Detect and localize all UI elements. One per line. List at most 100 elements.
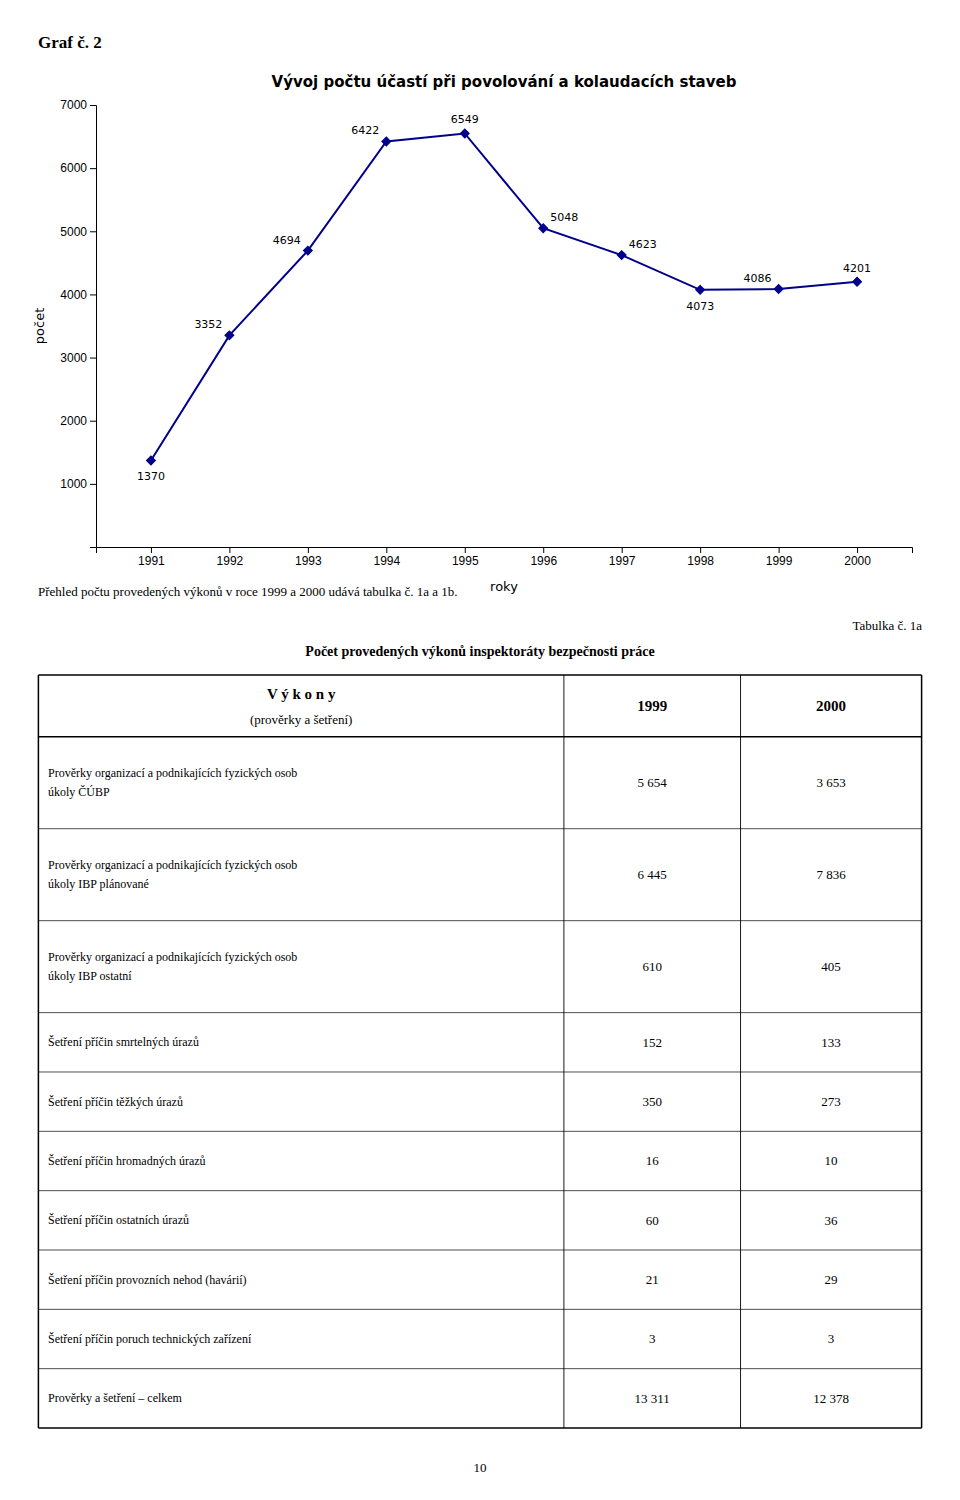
table-cell: 133 (821, 1035, 841, 1050)
x-tick: 1999 (766, 547, 793, 568)
table-border (38, 1427, 921, 1429)
table-cell: 405 (821, 959, 841, 974)
table-title: Počet provedených výkonů inspektoráty be… (305, 644, 654, 659)
point (617, 251, 626, 260)
data-label: 6422 (351, 124, 379, 137)
x-tick: 1994 (373, 547, 400, 568)
y-tick-mark (90, 231, 96, 232)
x-tick-mark (543, 547, 544, 553)
x-axis-line (97, 548, 913, 554)
table-row-label: Šetření příčin provozních nehod (havárií… (48, 1273, 247, 1287)
x-tick-mark (229, 547, 230, 553)
x-tick-mark (779, 547, 780, 553)
point (460, 129, 469, 138)
data-labels: 1370335246946422654950484623407340864201 (137, 113, 871, 483)
table-cell: 13 311 (635, 1391, 670, 1406)
x-tick-label: 1998 (687, 554, 714, 568)
chart: Vývoj počtu účastí při povolování a kola… (32, 73, 913, 594)
y-axis-line (90, 106, 97, 548)
data-label: 6549 (451, 113, 479, 126)
table-header: 1999 (637, 698, 667, 714)
y-tick: 7000 (60, 98, 96, 112)
table-cell: 273 (821, 1094, 841, 1109)
y-tick-mark (90, 421, 96, 422)
data-label: 4201 (843, 262, 871, 275)
data-label: 3352 (194, 318, 222, 331)
table-row-divider (38, 828, 921, 829)
table-row-divider (38, 1012, 921, 1013)
line (151, 133, 857, 460)
paragraph: Přehled počtu provedených výkonů v roce … (38, 584, 458, 599)
y-axis-title: počet (32, 308, 47, 344)
y-tick-mark (90, 294, 96, 295)
y-tick-label: 1000 (60, 477, 87, 491)
chart-title: Vývoj počtu účastí při povolování a kola… (272, 73, 737, 91)
x-tick: 1995 (452, 547, 479, 568)
y-axis: 1000200030004000500060007000 (60, 98, 96, 547)
table-cell: 5 654 (638, 775, 668, 790)
table-cell: 29 (825, 1272, 838, 1287)
x-tick: 1991 (138, 547, 165, 568)
table-cell: 3 653 (816, 775, 845, 790)
y-tick-mark (90, 168, 96, 169)
table-row-label: úkoly ČÚBP (48, 785, 110, 799)
x-tick: 1998 (687, 547, 714, 568)
point (382, 137, 391, 146)
point (774, 285, 783, 294)
table-header-subtitle: (prověrky a šetření) (250, 712, 353, 727)
table-cell: 21 (646, 1272, 659, 1287)
table-cell: 10 (825, 1153, 838, 1168)
page-number: 10 (474, 1460, 487, 1475)
table-cell: 610 (642, 959, 662, 974)
x-tick-label: 1996 (530, 554, 557, 568)
x-tick-mark (857, 547, 858, 553)
x-tick-mark (151, 547, 152, 553)
x-tick-mark (386, 547, 387, 553)
y-tick: 5000 (60, 225, 96, 239)
x-tick: 1993 (295, 547, 322, 568)
table-cell: 6 445 (638, 867, 667, 882)
y-tick-mark (90, 105, 96, 106)
x-tick-label: 2000 (844, 554, 871, 568)
table-row-label: Šetření příčin těžkých úrazů (48, 1095, 183, 1109)
point (303, 246, 312, 255)
point (539, 224, 548, 233)
table-row-label: Prověrky organizací a podnikajících fyzi… (48, 766, 297, 780)
table-row-label: Prověrky organizací a podnikajících fyzi… (48, 858, 297, 872)
y-tick: 6000 (60, 161, 96, 175)
table-cell: 16 (646, 1153, 660, 1168)
y-tick: 3000 (60, 351, 96, 365)
table-header: 2000 (816, 698, 846, 714)
table-row-label: Prověrky a šetření – celkem (48, 1391, 183, 1405)
x-tick-label: 1999 (766, 554, 793, 568)
y-tick-mark (90, 358, 96, 359)
table-row-divider (38, 1131, 921, 1132)
x-tick-label: 1997 (609, 554, 636, 568)
table-cell: 36 (825, 1213, 839, 1228)
table-cell: 60 (646, 1213, 659, 1228)
table-row-divider (38, 1071, 921, 1072)
data-label: 4073 (686, 300, 714, 313)
page: Graf č. 2 Vývoj počtu účastí při povolová… (0, 0, 960, 1500)
y-tick-label: 6000 (60, 161, 87, 175)
x-tick-mark (308, 547, 309, 553)
y-tick: 4000 (60, 288, 96, 302)
y-tick-label: 3000 (60, 351, 87, 365)
data-label: 4623 (629, 238, 657, 251)
table-cell: 7 836 (816, 867, 846, 882)
point (225, 331, 234, 340)
y-tick-label: 4000 (60, 288, 87, 302)
table-row-divider (38, 1309, 921, 1310)
table-cell: 350 (642, 1094, 662, 1109)
x-tick-mark (622, 547, 623, 553)
table-row-label: Prověrky organizací a podnikajících fyzi… (48, 950, 297, 964)
table-row-divider (38, 1190, 921, 1191)
x-tick: 1992 (217, 547, 244, 568)
graph-label: Graf č. 2 (38, 33, 102, 52)
table-row-label: úkoly IBP ostatní (48, 969, 132, 983)
y-tick-label: 7000 (60, 98, 87, 112)
table-header: V ý k o n y (267, 686, 336, 702)
x-axis: 1991 1992 1993 1994 1995 1996 1997 1998 1999 2000 (97, 547, 913, 568)
table-border (38, 675, 40, 1428)
table-row-label: Šetření příčin poruch technických zaříze… (48, 1332, 252, 1346)
